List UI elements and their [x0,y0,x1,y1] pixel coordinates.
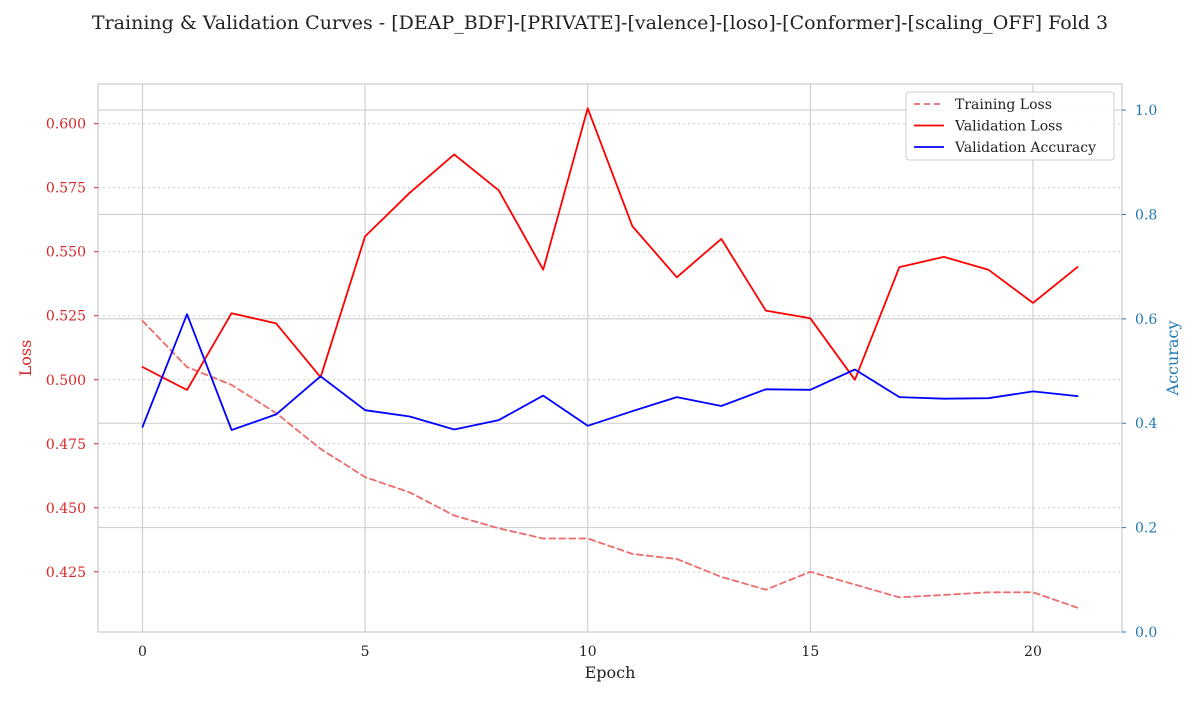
accuracy-tick-label: 1.0 [1135,103,1157,119]
loss-tick-label: 0.450 [46,501,86,517]
accuracy-tick-label: 0.0 [1135,625,1157,641]
legend-label-validation-loss: Validation Loss [954,119,1063,135]
validation-loss-line [141,107,1079,391]
accuracy-tick-label: 0.4 [1135,416,1157,432]
loss-tick-label: 0.475 [46,437,86,453]
legend-label-training-loss: Training Loss [955,97,1052,113]
loss-tick-label: 0.525 [46,309,86,325]
x-tick-label: 5 [361,644,370,660]
accuracy-tick-label: 0.6 [1135,312,1157,328]
training-loss-line [141,319,1079,609]
loss-tick-label: 0.600 [46,117,86,133]
legend-box [905,91,1115,161]
axis-layer: 0 5 10 15 20 0.425 0.450 0.475 0.500 0.525 0.550 0.… [46,103,1157,660]
accuracy-tick-label: 0.2 [1135,521,1157,537]
chart-title: Training & Validation Curves - [DEAP_BDF… [92,12,1108,34]
x-tick-label: 0 [138,644,147,660]
x-tick-label: 15 [801,644,819,660]
loss-tick-label: 0.425 [46,565,86,581]
x-tick-label: 10 [579,644,597,660]
grid-layer [98,84,1122,632]
loss-tick-label: 0.500 [46,373,86,389]
legend-label-validation-accuracy: Validation Accuracy [954,140,1096,156]
y-axis-label-right: Accuracy [1163,321,1182,397]
x-axis-label: Epoch [585,663,636,682]
legend-items: Training Loss Validation Loss Validation A… [914,97,1096,156]
loss-tick-label: 0.550 [46,245,86,261]
plot-frame [97,83,1123,633]
accuracy-tick-label: 0.8 [1135,207,1157,223]
loss-tick-label: 0.575 [46,181,86,197]
x-tick-label: 20 [1024,644,1042,660]
series-layer [141,107,1079,609]
y-axis-label-left: Loss [16,340,35,377]
legend: Training Loss Validation Loss Validation A… [905,91,1115,161]
validation-accuracy-line [141,313,1079,431]
